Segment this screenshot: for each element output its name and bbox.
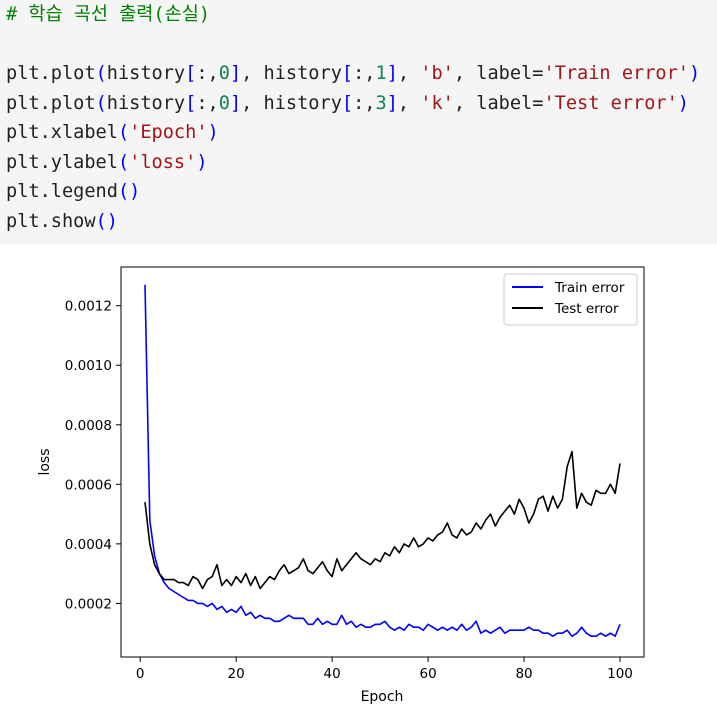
code-token: , [397, 63, 421, 84]
code-token: 1 [375, 63, 387, 84]
code-token: [ [341, 63, 354, 84]
code-token: :, [196, 92, 219, 114]
x-tick-label: 40 [324, 666, 341, 682]
y-tick-label: 0.0012 [65, 299, 112, 315]
y-tick-label: 0.0006 [65, 477, 112, 493]
code-token: 'Epoch' [129, 122, 208, 143]
y-axis: 0.0002 0.0004 0.0006 0.0008 0.0010 0.0012 [65, 299, 121, 612]
code-token: ) [196, 151, 208, 173]
code-token: = [532, 92, 544, 114]
legend-label: Test error [554, 301, 619, 317]
code-token: ) [677, 92, 689, 114]
x-tick-label: 20 [228, 666, 245, 682]
code-token: ) [207, 122, 219, 143]
code-token: , label [453, 92, 533, 114]
code-token: , label [453, 63, 533, 84]
code-token: :, [196, 63, 219, 84]
loss-chart: 0 20 40 60 80 100 0.00020.00040.00060.00080.0… [37, 266, 645, 705]
code-token: ( [95, 63, 107, 84]
code-token: 'loss' [129, 151, 197, 173]
code-token: :, [353, 92, 376, 114]
code-token: plt.plot [6, 92, 96, 114]
x-tick-label: 80 [515, 666, 532, 682]
axes-frame [120, 266, 645, 658]
code-token: , [397, 92, 421, 114]
code-line [6, 30, 700, 60]
code-token: , history [241, 63, 342, 84]
code-line: plt.plot(history[:,0], history[:,3], 'k'… [6, 89, 700, 119]
code-line: plt.plot(history[:,0], history[:,1], 'b'… [6, 59, 700, 89]
code-token: history [106, 63, 186, 84]
code-token: 'Test error' [543, 92, 678, 114]
code-token: :, [353, 63, 376, 84]
code-token: , history [241, 92, 342, 114]
code-token: ] [386, 63, 398, 84]
y-tick-label: 0.0008 [65, 418, 112, 434]
code-token: [ [341, 92, 354, 114]
code-line: plt.legend() [6, 177, 700, 207]
plot-content [144, 284, 621, 638]
y-axis-label: loss [37, 448, 53, 475]
x-tick-label: 0 [136, 666, 145, 682]
code-token: ( [117, 122, 130, 143]
legend: Train error Test error [503, 273, 638, 326]
code-token: ] [229, 63, 242, 84]
series-line-test-error [144, 450, 621, 590]
x-tick-label: 100 [607, 666, 633, 682]
code-token: # 학습 곡선 출력(손실) [6, 4, 211, 25]
output-area: 0 20 40 60 80 100 0.0002 0.0004 0.0006 0.0008 0.0… [0, 250, 717, 721]
y-tick-label: 0.0010 [65, 358, 112, 374]
x-axis: 0 20 40 60 80 100 [136, 657, 633, 682]
code-token: () [117, 181, 141, 202]
code-token: ] [229, 92, 242, 114]
code-token: 'b' [420, 63, 454, 84]
code-token: () [95, 210, 118, 232]
code-token: 'Train error' [543, 63, 689, 84]
code-token: plt.xlabel [6, 122, 118, 143]
code-token: ( [95, 92, 107, 114]
y-tick-label: 0.0004 [65, 537, 112, 553]
code-token: ( [117, 151, 130, 173]
code-line: plt.ylabel('loss') [6, 148, 700, 178]
code-token: plt.plot [6, 63, 96, 84]
code-token: 'k' [420, 92, 454, 114]
code-token: [ [185, 63, 197, 84]
code-line: plt.xlabel('Epoch') [6, 118, 700, 148]
code-token: plt.show [6, 210, 96, 232]
code-token: history [106, 92, 186, 114]
code-token: plt.legend [6, 181, 118, 202]
legend-label: Train error [554, 280, 625, 296]
code-token: 3 [375, 92, 387, 114]
code-token: 0 [218, 92, 230, 114]
y-tick-label: 0.0002 [65, 596, 112, 612]
code-line: plt.show() [6, 207, 700, 237]
series-line-train-error [144, 284, 621, 638]
x-axis-label: Epoch [361, 689, 404, 705]
code-token: [ [185, 92, 197, 114]
code-token: ) [688, 63, 701, 84]
code-token: = [532, 63, 544, 84]
x-tick-label: 60 [419, 666, 436, 682]
code-editor[interactable]: # 학습 곡선 출력(손실) plt.plot(history[:,0], hi… [6, 0, 700, 236]
code-line: # 학습 곡선 출력(손실) [6, 0, 700, 30]
code-cell[interactable]: # 학습 곡선 출력(손실) plt.plot(history[:,0], hi… [0, 0, 717, 244]
code-token: ] [386, 92, 398, 114]
code-token: 0 [218, 63, 230, 84]
code-token: plt.ylabel [6, 151, 118, 173]
